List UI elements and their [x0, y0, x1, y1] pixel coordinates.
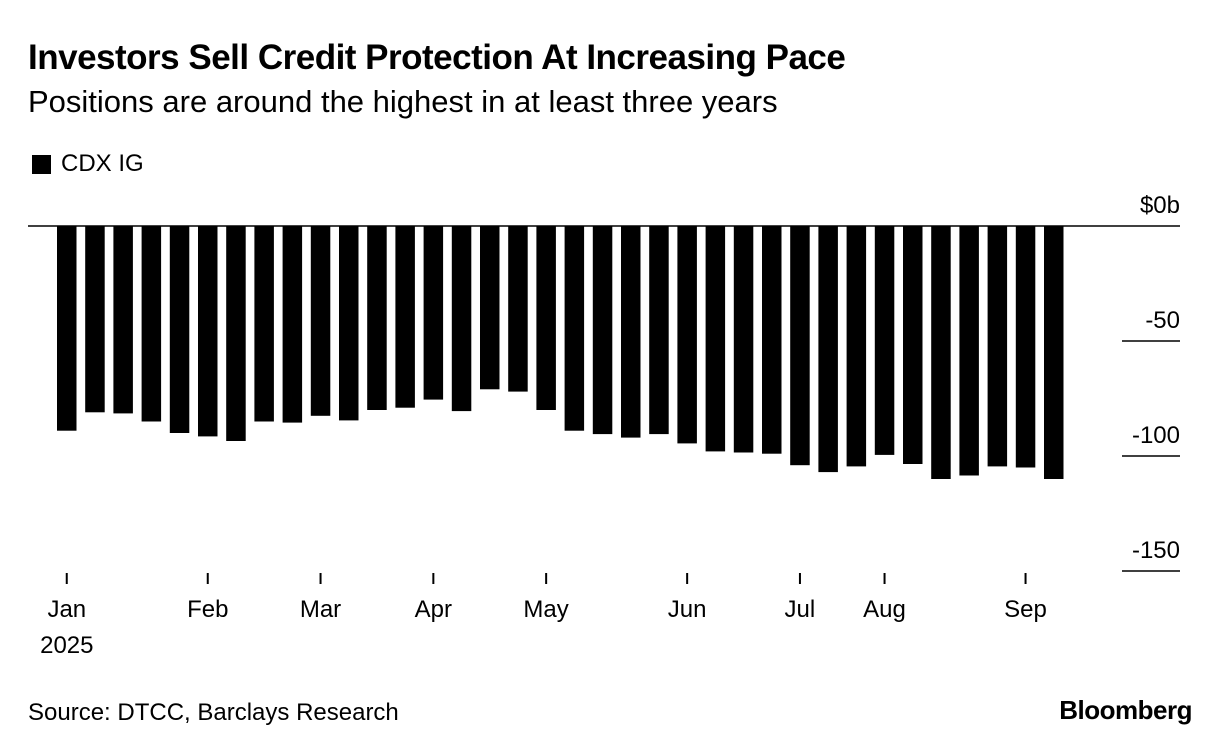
bar — [339, 226, 359, 421]
bar — [310, 226, 331, 416]
bar — [1044, 226, 1064, 479]
x-tick-label: Apr — [415, 596, 452, 623]
bar — [733, 226, 754, 453]
x-tick-label: Jan — [47, 596, 86, 623]
y-tick-label: -100 — [1132, 422, 1180, 449]
bar — [169, 226, 190, 433]
bar — [621, 226, 641, 438]
bar — [395, 226, 415, 408]
x-tick-label: Feb — [187, 596, 228, 623]
bar — [85, 226, 105, 413]
bar — [564, 226, 585, 431]
bar — [536, 226, 556, 410]
x-tick-label: Sep — [1004, 596, 1047, 623]
bar — [903, 226, 923, 464]
bar — [198, 226, 218, 437]
bar — [1015, 226, 1036, 468]
x-tick-label: Aug — [863, 596, 906, 623]
bar — [987, 226, 1008, 467]
bar — [254, 226, 274, 422]
y-tick-label: -50 — [1145, 307, 1180, 334]
source-note: Source: DTCC, Barclays Research — [28, 699, 399, 726]
bar — [226, 226, 246, 441]
bar — [367, 226, 387, 410]
bar — [141, 226, 162, 422]
bar — [57, 226, 77, 431]
legend: CDX IG — [32, 150, 144, 178]
bar — [931, 226, 951, 479]
bar — [451, 226, 472, 412]
bar — [790, 226, 810, 466]
bar — [508, 226, 528, 392]
bar — [762, 226, 782, 454]
bar — [282, 226, 303, 423]
y-tick-label: -150 — [1132, 537, 1180, 564]
x-tick-label: Jun — [668, 596, 707, 623]
bar — [959, 226, 979, 476]
chart-title: Investors Sell Credit Protection At Incr… — [28, 38, 846, 77]
bar — [423, 226, 444, 400]
chart-subtitle: Positions are around the highest in at l… — [28, 84, 778, 119]
bar — [874, 226, 895, 455]
bar — [113, 226, 133, 414]
bar-chart: $0b -50 -100 -150 Jan 2025 Feb Mar Apr May Jun Jul A… — [28, 192, 1180, 659]
x-tick-label: Mar — [300, 596, 341, 623]
bar — [480, 226, 500, 390]
bar — [649, 226, 669, 435]
x-tick-sublabel: 2025 — [40, 632, 93, 659]
x-tick-label: May — [523, 596, 568, 623]
legend-label: CDX IG — [61, 150, 144, 177]
bar — [818, 226, 838, 473]
bloomberg-logo: Bloomberg — [1059, 695, 1192, 725]
bar — [846, 226, 867, 467]
legend-swatch — [32, 154, 51, 174]
bar — [592, 226, 613, 435]
bar — [677, 226, 697, 444]
bar — [705, 226, 726, 452]
x-tick-label: Jul — [785, 596, 816, 623]
y-tick-label: $0b — [1140, 192, 1180, 219]
